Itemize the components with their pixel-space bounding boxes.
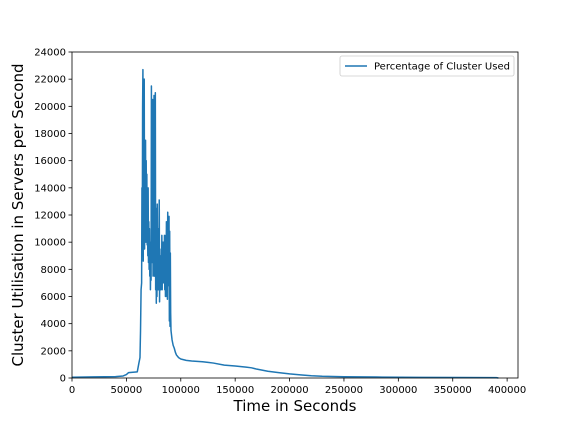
- y-tick-label: 20000: [34, 102, 66, 113]
- legend-entry-label: Percentage of Cluster Used: [374, 62, 510, 73]
- y-tick-label: 24000: [34, 48, 66, 59]
- y-tick-label: 14000: [34, 183, 66, 194]
- x-axis-label: Time in Seconds: [233, 397, 357, 415]
- y-tick-label: 0: [60, 374, 66, 385]
- x-tick-label: 100000: [162, 385, 200, 396]
- x-tick-label: 50000: [110, 385, 142, 396]
- y-tick-label: 2000: [41, 346, 66, 357]
- y-tick-label: 10000: [34, 238, 66, 249]
- y-tick-label: 12000: [34, 211, 66, 222]
- x-tick-label: 300000: [379, 385, 417, 396]
- x-tick-label: 150000: [216, 385, 254, 396]
- legend-box: [339, 55, 515, 77]
- y-tick-label: 8000: [41, 265, 66, 276]
- x-tick-label: 200000: [270, 385, 308, 396]
- y-tick-label: 4000: [41, 319, 66, 330]
- plot-frame: [71, 51, 519, 379]
- x-tick-label: 250000: [325, 385, 363, 396]
- y-tick-label: 6000: [41, 292, 66, 303]
- series-line-0: [71, 68, 499, 379]
- legend: Percentage of Cluster Used: [339, 55, 515, 77]
- y-tick-label: 18000: [34, 129, 66, 140]
- x-tick-label: 400000: [488, 385, 526, 396]
- plot-layer: [71, 68, 499, 379]
- ticks-layer: 0 50000 100000 150000 200000 250000 300000 3500…: [34, 48, 526, 397]
- x-tick-label: 0: [69, 385, 75, 396]
- y-tick-label: 16000: [34, 156, 66, 167]
- x-tick-label: 350000: [434, 385, 472, 396]
- y-axis-label: Cluster Utilisation in Servers per Secon…: [9, 64, 27, 367]
- y-tick-label: 22000: [34, 75, 66, 86]
